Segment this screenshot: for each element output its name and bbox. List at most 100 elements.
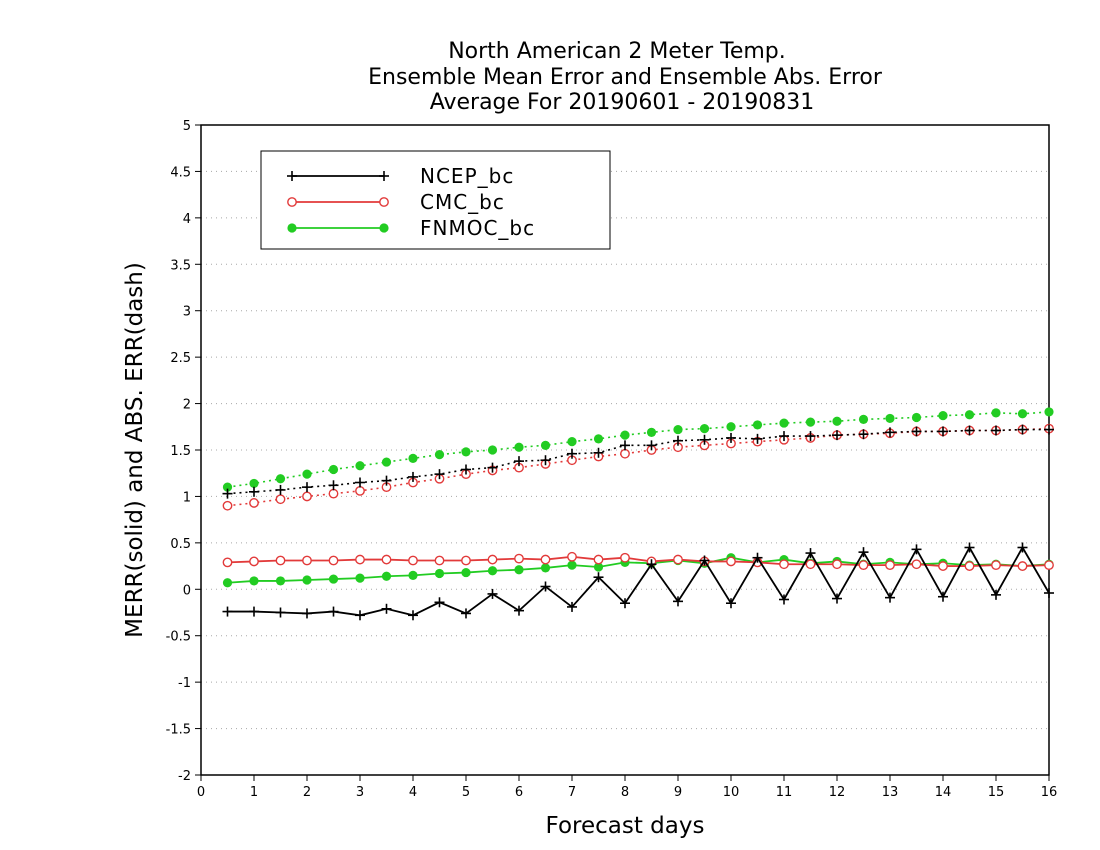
fnmoc_bc-merr-point [487, 566, 498, 576]
y-tick-label: 3.5 [170, 258, 191, 273]
fnmoc_bc-abs-err-point [567, 437, 577, 447]
fnmoc_bc-merr-point [355, 573, 365, 583]
cmc_bc-abs-err-point [620, 448, 630, 459]
ncep_bc-abs-err-point [275, 484, 286, 495]
legend-marker-fnmoc_bc [287, 223, 297, 233]
ncep_bc-abs-err-point [381, 475, 392, 486]
x-tick-label: 9 [674, 785, 682, 800]
legend-label-fnmoc_bc: FNMOC_bc [420, 216, 535, 240]
ncep_bc-merr-point [1044, 588, 1054, 598]
y-tick-label: 1 [183, 490, 191, 505]
ncep_bc-merr-point [487, 588, 498, 599]
ncep_bc-abs-err-point [673, 435, 683, 446]
fnmoc_bc-abs-err-point [620, 430, 630, 440]
fnmoc_bc-abs-err-line [227, 411, 1050, 488]
cmc_bc-merr-point [593, 554, 604, 565]
fnmoc_bc-merr-point [302, 575, 312, 585]
fnmoc_bc-abs-err-point [779, 418, 789, 428]
fnmoc_bc-abs-err-point [593, 434, 604, 444]
y-tick-label: 2.5 [170, 351, 191, 366]
ncep_bc-merr-point [514, 605, 524, 616]
y-tick-label: 0.5 [170, 537, 191, 552]
cmc_bc-abs-err-point [249, 498, 259, 508]
cmc_bc-merr-point [222, 557, 233, 568]
y-tick-label: 5 [183, 119, 191, 134]
x-axis: 0 1 2 3 4 5 6 7 8 9 10 11 12 13 14 15 16 [197, 775, 1057, 800]
fnmoc_bc-abs-err-point [328, 464, 339, 475]
cmc_bc-merr-point [514, 553, 524, 564]
ncep_bc-abs-err-point [779, 431, 789, 442]
fnmoc_bc-merr-point [328, 574, 339, 584]
cmc_bc-merr-point [858, 560, 869, 571]
fnmoc_bc-abs-err-point [381, 457, 392, 467]
ncep_bc-merr-point [222, 606, 233, 617]
cmc_bc-merr-point [328, 555, 339, 566]
x-tick-label: 2 [303, 785, 311, 800]
ncep_bc-abs-err-point [1017, 424, 1028, 435]
fnmoc_bc-abs-err-point [434, 450, 445, 460]
fnmoc_bc-abs-err-point [408, 453, 418, 463]
x-tick-label: 11 [776, 785, 793, 800]
cmc_bc-merr-point [567, 551, 577, 562]
ncep_bc-abs-err-point [726, 432, 736, 443]
ncep_bc-abs-err-point [1044, 424, 1054, 435]
ncep_bc-merr-point [752, 552, 763, 563]
x-tick-label: 3 [356, 785, 364, 800]
y-tick-label: 4 [183, 212, 191, 227]
fnmoc_bc-merr-point [275, 576, 286, 586]
x-tick-label: 1 [250, 785, 258, 800]
y-axis: -2 -1.5 -1 -0.5 0 0.5 1 1.5 2 2.5 3 3.5 4 4.5 5 [166, 119, 201, 784]
ncep_bc-abs-err-point [885, 427, 895, 438]
cmc_bc-abs-err-point [355, 485, 365, 496]
ncep_bc-abs-err-point [858, 429, 869, 440]
legend-label-cmc_bc: CMC_bc [420, 190, 505, 214]
fnmoc_bc-abs-err-point [540, 440, 551, 450]
ncep_bc-merr-point [911, 544, 922, 555]
fnmoc_bc-merr-point [249, 576, 259, 586]
x-tick-label: 5 [462, 785, 470, 800]
fnmoc_bc-merr-line [227, 556, 1050, 584]
fnmoc_bc-abs-err-point [726, 422, 736, 432]
ncep_bc-merr-point [434, 597, 445, 608]
ncep_bc-abs-err-point [434, 469, 445, 480]
y-axis-title: MERR(solid) and ABS. ERR(dash) [122, 262, 148, 638]
x-tick-label: 13 [882, 785, 899, 800]
legend-marker-cmc_bc [379, 197, 389, 207]
ncep_bc-merr-point [461, 608, 471, 619]
fnmoc_bc-abs-err-point [355, 461, 365, 471]
ncep_bc-abs-err-point [302, 482, 312, 493]
legend-box [260, 150, 611, 250]
x-axis-title: Forecast days [546, 813, 705, 839]
ncep_bc-abs-err-point [964, 425, 975, 436]
cmc_bc-abs-err-line [227, 427, 1050, 507]
fnmoc_bc-abs-err-point [832, 416, 842, 426]
ncep_bc-abs-err-point [487, 462, 498, 473]
ncep_bc-abs-err-point [752, 433, 763, 444]
cmc_bc-merr-point [620, 552, 630, 563]
y-tick-label: -2 [178, 769, 191, 784]
ncep_bc-abs-err-point [514, 456, 524, 467]
ncep_bc-merr-point [408, 610, 418, 621]
cmc_bc-merr-point [249, 556, 259, 567]
cmc_bc-merr-point [381, 554, 392, 565]
x-tick-label: 6 [515, 785, 523, 800]
cmc_bc-merr-point [461, 555, 471, 566]
ncep_bc-merr-point [355, 610, 365, 621]
ncep_bc-abs-err-point [222, 488, 233, 499]
series-layer [222, 407, 1054, 621]
fnmoc_bc-abs-err-point [805, 417, 816, 427]
ncep_bc-merr-point [964, 542, 975, 553]
title-line-2: Ensemble Mean Error and Ensemble Abs. Er… [368, 65, 883, 90]
ncep_bc-abs-err-point [567, 448, 577, 459]
x-tick-label: 4 [409, 785, 417, 800]
x-tick-label: 7 [568, 785, 576, 800]
fnmoc_bc-abs-err-point [911, 412, 922, 423]
ncep_bc-abs-err-point [832, 430, 842, 441]
ncep_bc-merr-point [779, 594, 789, 605]
cmc_bc-merr-point [964, 561, 975, 571]
cmc_bc-merr-point [938, 561, 948, 571]
ncep_bc-merr-point [1017, 542, 1028, 553]
ncep_bc-abs-err-point [911, 426, 922, 437]
